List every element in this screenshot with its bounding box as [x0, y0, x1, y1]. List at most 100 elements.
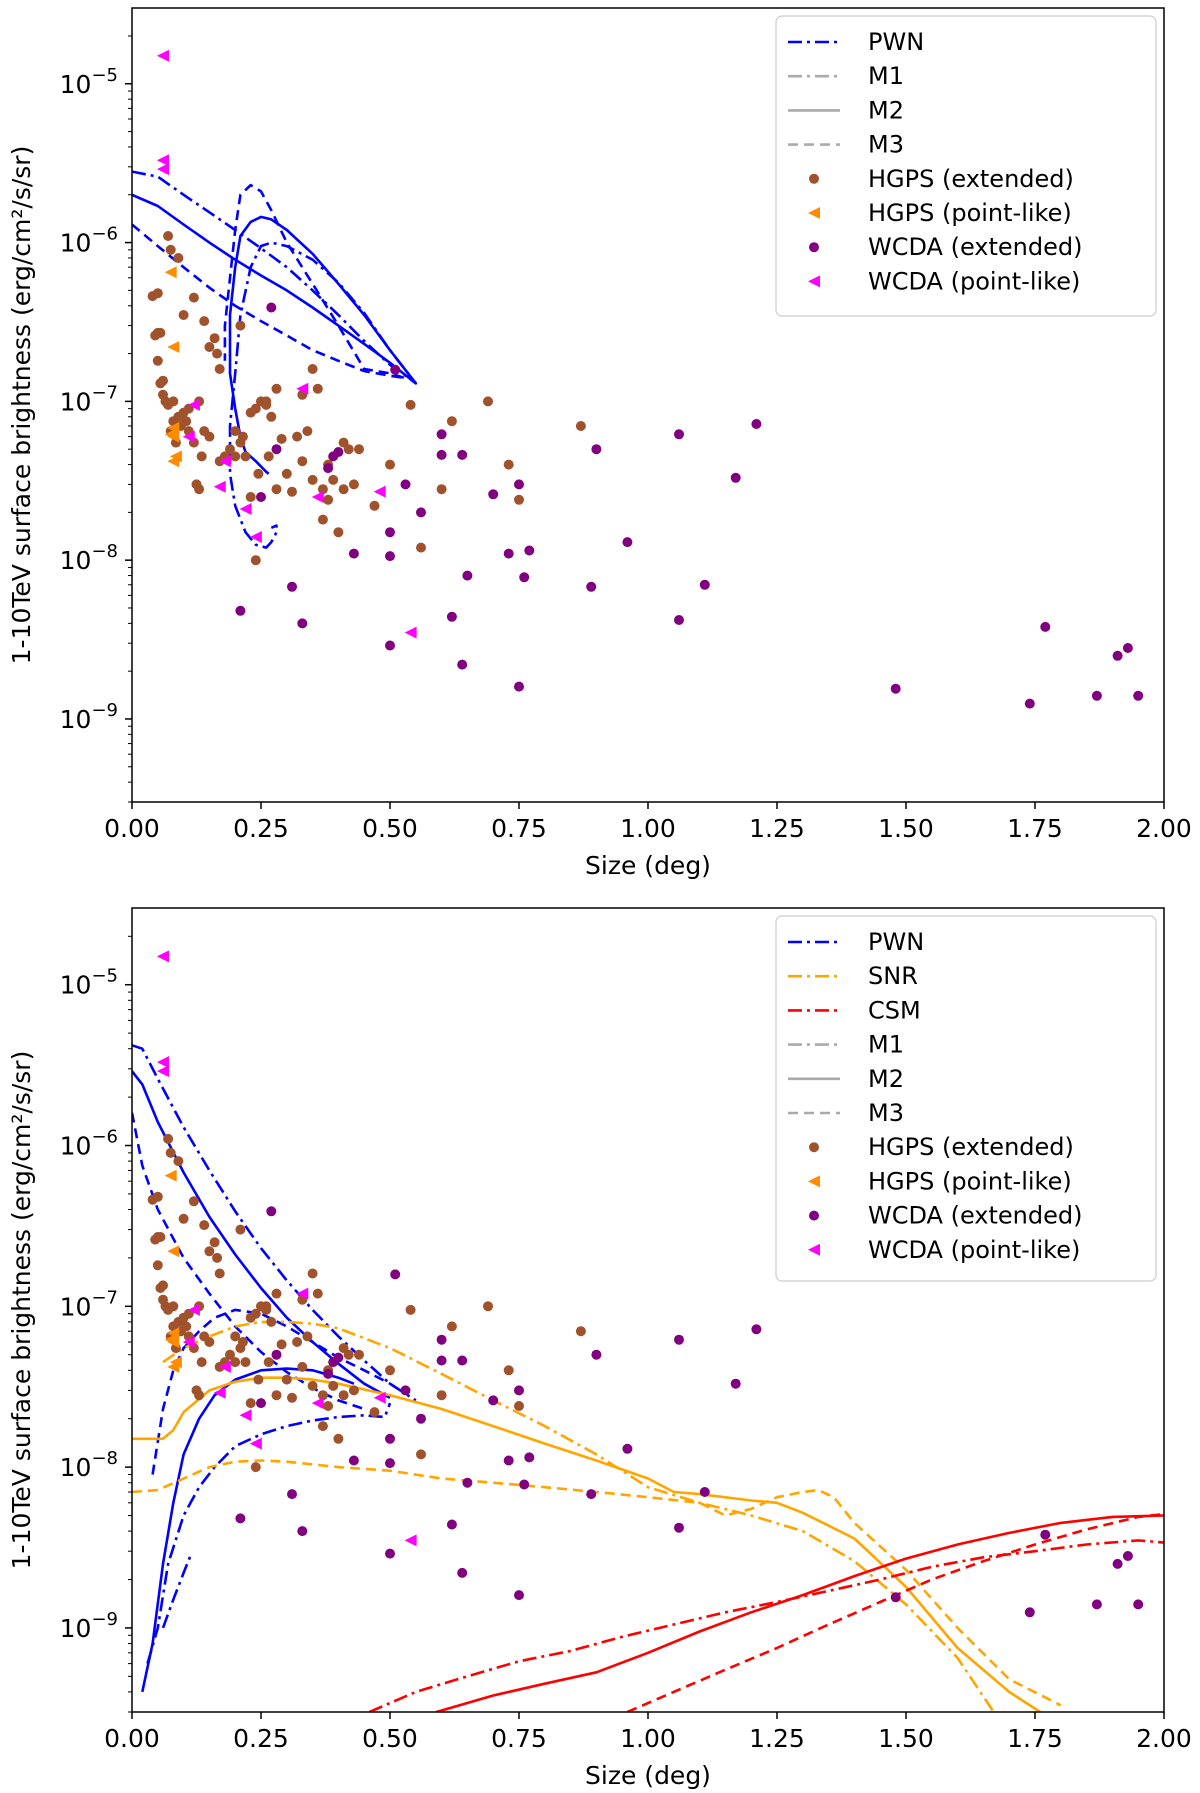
point-wcda-extended — [235, 1513, 246, 1524]
point-hgps-point-like — [164, 1333, 177, 1346]
point-hgps-extended — [343, 444, 354, 455]
point-hgps-extended — [199, 1220, 210, 1231]
point-hgps-extended — [152, 1260, 163, 1271]
y-tick-label: 10−8 — [60, 1448, 118, 1482]
point-wcda-point-like — [296, 382, 309, 395]
point-wcda-extended — [514, 1590, 524, 1601]
point-wcda-extended — [297, 618, 308, 629]
point-hgps-extended — [338, 1390, 349, 1401]
point-hgps-extended — [230, 426, 241, 437]
point-hgps-extended — [188, 1196, 199, 1207]
point-wcda-extended — [235, 605, 246, 616]
point-hgps-extended — [271, 484, 282, 495]
point-hgps-extended — [307, 364, 318, 374]
legend-label-pwn: PWN — [868, 928, 924, 956]
point-hgps-extended — [204, 1337, 215, 1347]
series-line-pwn-m3 — [132, 183, 407, 380]
point-hgps-extended — [188, 292, 199, 303]
point-wcda-extended — [436, 449, 447, 460]
point-hgps-extended — [261, 399, 272, 410]
point-hgps-point-like — [164, 266, 177, 279]
legend-label-m3: M3 — [868, 1099, 904, 1127]
point-wcda-extended — [297, 1526, 308, 1537]
point-hgps-extended — [204, 431, 215, 442]
point-hgps-extended — [245, 1312, 256, 1323]
point-hgps-extended — [503, 459, 514, 470]
point-wcda-extended — [1040, 1529, 1051, 1540]
legend-label-wcda-extended: WCDA (extended) — [868, 233, 1083, 261]
x-tick-label: 0.00 — [104, 1724, 160, 1753]
point-hgps-extended — [245, 492, 256, 502]
legend-label-wcda-point-like: WCDA (point-like) — [868, 267, 1080, 295]
legend-label-m2: M2 — [868, 96, 904, 124]
point-wcda-point-like — [218, 1360, 231, 1373]
point-wcda-point-like — [182, 430, 195, 443]
legend-swatch-wcda-point-like — [808, 1243, 820, 1256]
x-tick-label: 1.50 — [878, 814, 934, 843]
point-wcda-point-like — [213, 1386, 226, 1399]
point-hgps-extended — [204, 1246, 215, 1257]
legend-swatch-wcda-extended — [809, 1210, 819, 1221]
point-hgps-point-like — [167, 340, 180, 353]
point-wcda-extended — [524, 1452, 535, 1463]
x-tick-label: 1.25 — [749, 814, 805, 843]
plot-area — [132, 950, 1164, 1712]
point-wcda-point-like — [187, 398, 200, 411]
legend-label-snr: SNR — [868, 962, 918, 990]
point-hgps-point-like — [167, 1245, 180, 1258]
point-hgps-extended — [173, 1156, 184, 1167]
point-hgps-extended — [271, 1288, 282, 1299]
point-wcda-extended — [524, 545, 535, 556]
point-wcda-extended — [256, 492, 266, 502]
legend-label-m3: M3 — [868, 131, 904, 159]
point-hgps-extended — [194, 484, 205, 495]
point-hgps-extended — [199, 316, 210, 327]
y-tick-label: 10−6 — [60, 224, 118, 258]
point-wcda-extended — [1024, 698, 1035, 709]
point-wcda-extended — [385, 1433, 395, 1444]
point-wcda-point-like — [182, 1335, 195, 1348]
y-tick-label: 10−6 — [60, 1127, 118, 1161]
legend-swatch-hgps-point-like — [808, 207, 820, 219]
point-hgps-extended — [152, 288, 163, 299]
series-line-pwn-m3-lower — [151, 1308, 402, 1475]
legend-label-csm: CSM — [868, 996, 921, 1024]
point-hgps-extended — [250, 1462, 261, 1473]
plot-area — [132, 49, 1144, 709]
point-hgps-extended — [253, 468, 264, 479]
point-hgps-extended — [230, 1331, 241, 1342]
point-hgps-extended — [158, 375, 168, 386]
point-hgps-extended — [196, 451, 207, 462]
point-hgps-extended — [266, 411, 277, 422]
point-hgps-extended — [209, 1237, 220, 1248]
point-wcda-extended — [385, 1458, 395, 1469]
point-hgps-extended — [317, 1421, 328, 1432]
point-wcda-point-like — [311, 1397, 324, 1410]
series-line-pwn-m1 — [132, 170, 418, 549]
x-axis-label: Size (deg) — [585, 1761, 711, 1790]
point-wcda-extended — [436, 1355, 447, 1366]
point-hgps-extended — [245, 1398, 256, 1409]
point-hgps-extended — [317, 514, 328, 525]
point-hgps-extended — [323, 494, 334, 505]
point-hgps-extended — [276, 1339, 287, 1350]
point-wcda-extended — [446, 1519, 457, 1530]
point-hgps-extended — [178, 1213, 189, 1224]
point-wcda-extended — [674, 429, 684, 440]
point-wcda-extended — [1122, 643, 1133, 653]
series-line-csm-m3 — [626, 1512, 1164, 1712]
point-wcda-extended — [488, 1395, 499, 1406]
point-wcda-point-like — [218, 455, 231, 468]
point-wcda-extended — [385, 1548, 395, 1559]
point-hgps-extended — [225, 1349, 235, 1360]
point-hgps-extended — [212, 1252, 223, 1263]
point-hgps-extended — [225, 444, 235, 455]
point-hgps-extended — [369, 1407, 380, 1418]
point-wcda-extended — [287, 1489, 297, 1500]
x-tick-label: 0.50 — [362, 814, 418, 843]
point-wcda-extended — [674, 1522, 684, 1533]
legend-label-hgps-point-like: HGPS (point-like) — [868, 1167, 1072, 1195]
point-wcda-point-like — [373, 1391, 386, 1404]
x-tick-label: 1.00 — [620, 1724, 676, 1753]
point-wcda-extended — [323, 463, 334, 474]
